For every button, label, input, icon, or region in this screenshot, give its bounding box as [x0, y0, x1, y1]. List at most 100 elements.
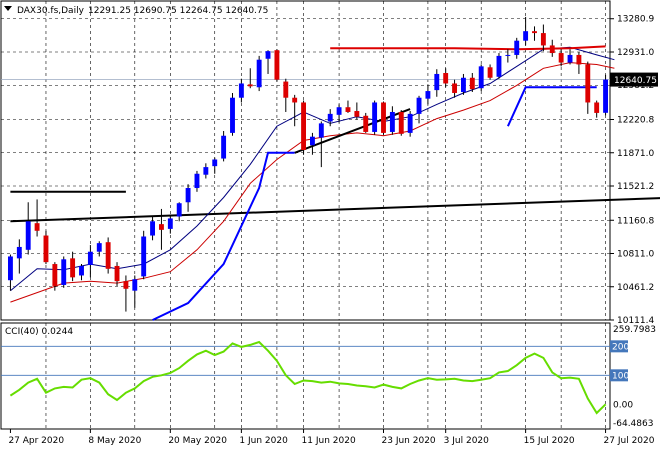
cci-level-badge	[610, 340, 628, 353]
symbol-label: DAX30.fs,Daily	[17, 6, 85, 16]
candle-body	[434, 73, 440, 91]
lower-channel-line	[152, 151, 295, 321]
dropdown-triangle-icon[interactable]	[4, 6, 12, 11]
cci-level-badge	[610, 369, 628, 382]
candle-body	[540, 33, 546, 46]
candle-body	[576, 54, 582, 65]
candle-body	[460, 77, 466, 93]
candle-body	[345, 107, 351, 112]
cci-label: CCI(40) 0.0244	[5, 327, 73, 337]
candle-body	[301, 102, 307, 150]
candle-body	[79, 265, 84, 276]
time-tick-label: 23 Jun 2020	[382, 436, 436, 446]
candle-body	[230, 97, 235, 133]
candle-body	[452, 83, 458, 93]
candle-body	[549, 45, 555, 54]
candle-body	[221, 135, 227, 159]
candle-body	[594, 102, 600, 113]
price-tick-label: 11871.0	[617, 149, 654, 159]
price-tick-label: 12931.0	[617, 48, 654, 58]
candle-body	[105, 242, 111, 269]
slow-moving-average	[10, 62, 615, 303]
candle-body	[274, 50, 280, 80]
ohlc-label: 12291.25 12690.75 12264.75 12640.75	[88, 6, 268, 16]
cci-indicator	[1, 340, 610, 415]
main-panel-frame	[0, 0, 611, 321]
candle-body	[141, 236, 147, 277]
price-tick-label: 11521.2	[617, 182, 654, 192]
candle-body	[336, 107, 342, 115]
candle-body	[70, 258, 76, 278]
candle-body	[25, 221, 31, 250]
price-axis: 13280.912931.012581.212220.811871.011521…	[610, 15, 658, 429]
candle-body	[523, 31, 529, 41]
candle-body	[283, 81, 289, 98]
cci-tick-label: 200	[612, 342, 629, 352]
lower-channel-line-recent	[506, 86, 597, 127]
candle-body	[7, 256, 13, 281]
candle-body	[487, 67, 493, 78]
candle-body	[416, 97, 422, 114]
time-tick-label: 8 May 2020	[88, 436, 141, 446]
fast-moving-average	[10, 46, 615, 292]
candle-body	[363, 115, 369, 132]
candle-body	[167, 218, 173, 229]
candle-body	[43, 235, 49, 263]
candle-body	[354, 111, 360, 117]
candle-body	[496, 55, 502, 77]
candle-body	[61, 259, 67, 285]
price-tick-label: 11160.8	[617, 216, 654, 226]
indicator-lines	[10, 45, 660, 321]
candle-body	[372, 102, 378, 132]
candle-body	[292, 97, 298, 103]
price-tick-label: 13280.9	[617, 15, 654, 25]
candle-body	[558, 53, 564, 63]
long-trend-line	[10, 197, 660, 223]
candle-body	[327, 113, 333, 122]
time-axis: 27 Apr 2020 8 May 2020 20 May 2020 1 Jun 20…	[8, 429, 655, 446]
price-tick-label: 10461.2	[617, 283, 654, 293]
candle-body	[398, 111, 404, 134]
candle-body	[443, 73, 449, 84]
time-tick-label: 11 Jun 2020	[302, 436, 356, 446]
price-tick-label: 12220.8	[617, 116, 654, 126]
candle-body	[194, 173, 200, 189]
candle-body	[150, 221, 156, 236]
candle-body	[478, 66, 484, 89]
candle-body	[407, 113, 413, 133]
candle-body	[585, 64, 591, 103]
candle-body	[425, 91, 431, 99]
candle-body	[238, 83, 244, 98]
candle-body	[469, 77, 475, 90]
header: DAX30.fs,Daily 12291.25 12690.75 12264.7…	[4, 6, 268, 16]
time-tick-label: 20 May 2020	[168, 436, 227, 446]
candle-body	[567, 54, 573, 63]
candle-body	[318, 123, 324, 138]
time-tick-label: 1 Jun 2020	[239, 436, 288, 446]
cci-line	[9, 340, 607, 415]
candle-body	[87, 251, 93, 266]
price-tick-label: 10111.4	[617, 316, 654, 326]
candle-body	[114, 265, 120, 282]
cci-tick-label: -64.4863	[613, 419, 653, 429]
candles	[7, 16, 609, 312]
candle-body	[247, 84, 253, 87]
current-price-badge	[610, 72, 658, 87]
cci-tick-label: 259.7983	[613, 325, 656, 335]
candle-body	[123, 281, 129, 289]
candle-body	[34, 223, 40, 231]
candle-body	[514, 40, 520, 55]
candle-body	[505, 54, 511, 56]
candle-body	[309, 136, 315, 146]
candle-body	[52, 264, 58, 286]
candle-body	[532, 31, 537, 34]
current-price-label: 12640.75	[614, 76, 657, 86]
candle-body	[176, 203, 182, 217]
candle-body	[185, 188, 191, 203]
candle-body	[212, 159, 218, 167]
candle-body	[381, 102, 386, 133]
cci-tick-label: 100	[612, 371, 629, 381]
cci-tick-label: 0.00	[613, 400, 633, 410]
candle-body	[256, 59, 262, 88]
